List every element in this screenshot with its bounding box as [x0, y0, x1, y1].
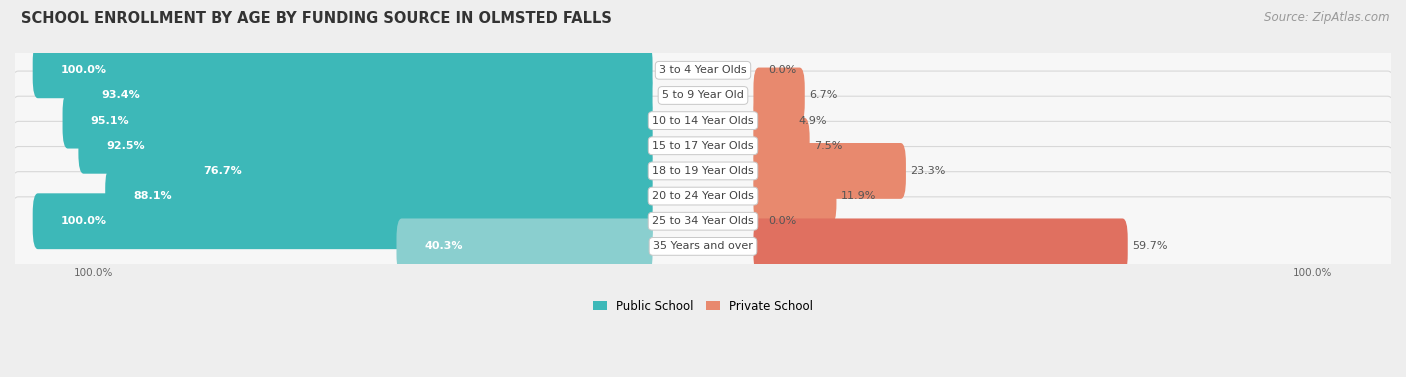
FancyBboxPatch shape	[62, 93, 652, 149]
Text: 0.0%: 0.0%	[769, 65, 797, 75]
Text: 11.9%: 11.9%	[841, 191, 876, 201]
Text: 92.5%: 92.5%	[107, 141, 145, 151]
FancyBboxPatch shape	[105, 168, 652, 224]
Text: 0.0%: 0.0%	[769, 216, 797, 226]
FancyBboxPatch shape	[8, 21, 1398, 120]
Text: 18 to 19 Year Olds: 18 to 19 Year Olds	[652, 166, 754, 176]
FancyBboxPatch shape	[8, 121, 1398, 221]
Text: 100.0%: 100.0%	[60, 216, 107, 226]
Text: 35 Years and over: 35 Years and over	[652, 241, 754, 251]
Text: 59.7%: 59.7%	[1132, 241, 1168, 251]
Text: 93.4%: 93.4%	[101, 90, 139, 100]
Text: 6.7%: 6.7%	[810, 90, 838, 100]
FancyBboxPatch shape	[73, 67, 652, 123]
FancyBboxPatch shape	[8, 147, 1398, 246]
FancyBboxPatch shape	[754, 93, 794, 149]
FancyBboxPatch shape	[754, 168, 837, 224]
Text: 40.3%: 40.3%	[425, 241, 463, 251]
Text: 25 to 34 Year Olds: 25 to 34 Year Olds	[652, 216, 754, 226]
FancyBboxPatch shape	[754, 118, 810, 174]
Text: Source: ZipAtlas.com: Source: ZipAtlas.com	[1264, 11, 1389, 24]
FancyBboxPatch shape	[8, 96, 1398, 195]
FancyBboxPatch shape	[396, 218, 652, 274]
Legend: Public School, Private School: Public School, Private School	[588, 295, 818, 317]
Text: 88.1%: 88.1%	[134, 191, 172, 201]
Text: SCHOOL ENROLLMENT BY AGE BY FUNDING SOURCE IN OLMSTED FALLS: SCHOOL ENROLLMENT BY AGE BY FUNDING SOUR…	[21, 11, 612, 26]
Text: 3 to 4 Year Olds: 3 to 4 Year Olds	[659, 65, 747, 75]
FancyBboxPatch shape	[8, 46, 1398, 145]
FancyBboxPatch shape	[32, 193, 652, 249]
Text: 20 to 24 Year Olds: 20 to 24 Year Olds	[652, 191, 754, 201]
Text: 5 to 9 Year Old: 5 to 9 Year Old	[662, 90, 744, 100]
FancyBboxPatch shape	[8, 71, 1398, 170]
FancyBboxPatch shape	[754, 143, 905, 199]
Text: 100.0%: 100.0%	[60, 65, 107, 75]
Text: 10 to 14 Year Olds: 10 to 14 Year Olds	[652, 116, 754, 126]
Text: 4.9%: 4.9%	[799, 116, 827, 126]
Text: 95.1%: 95.1%	[91, 116, 129, 126]
FancyBboxPatch shape	[79, 118, 652, 174]
FancyBboxPatch shape	[754, 67, 804, 123]
FancyBboxPatch shape	[32, 42, 652, 98]
Text: 7.5%: 7.5%	[814, 141, 842, 151]
FancyBboxPatch shape	[754, 218, 1128, 274]
Text: 15 to 17 Year Olds: 15 to 17 Year Olds	[652, 141, 754, 151]
FancyBboxPatch shape	[8, 172, 1398, 271]
FancyBboxPatch shape	[174, 143, 652, 199]
Text: 23.3%: 23.3%	[911, 166, 946, 176]
FancyBboxPatch shape	[8, 197, 1398, 296]
Text: 76.7%: 76.7%	[202, 166, 242, 176]
